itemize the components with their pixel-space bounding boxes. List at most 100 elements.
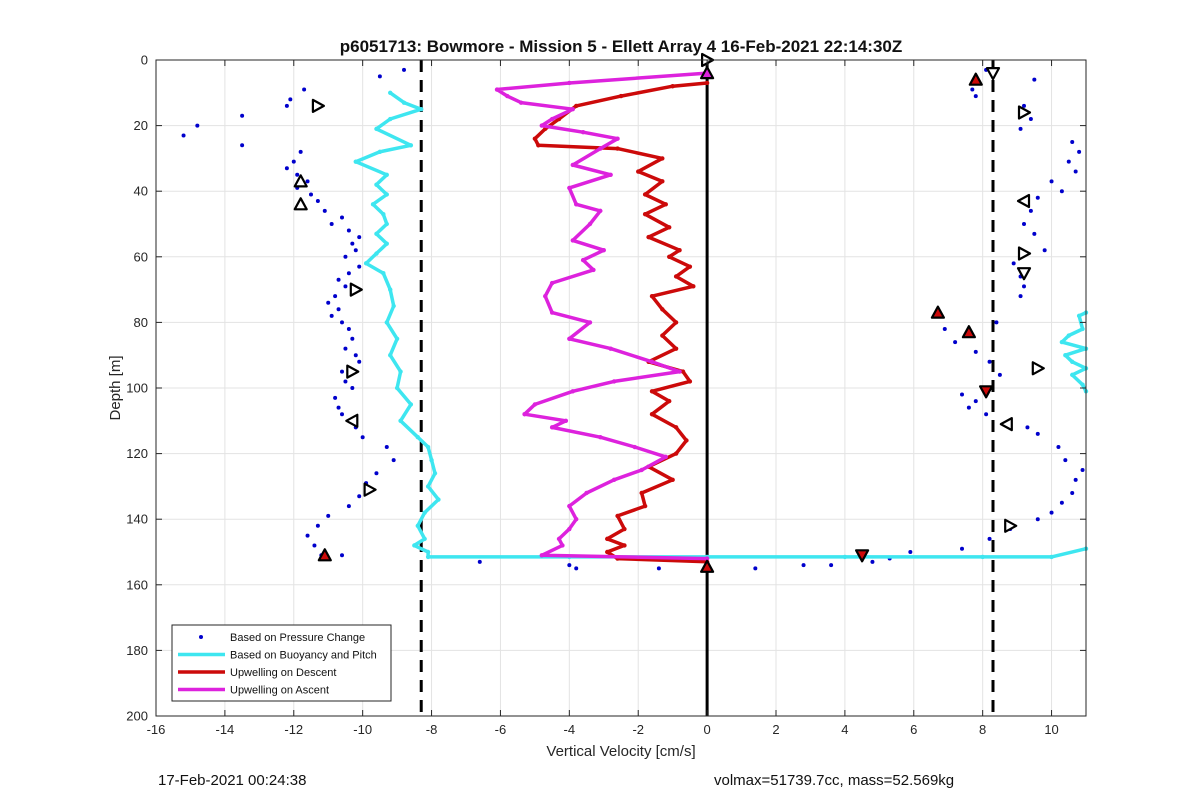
y-tick-label: 120 [126,446,148,461]
footer-timestamp: 17-Feb-2021 00:24:38 [158,772,307,789]
pressure-point [1022,284,1026,289]
y-tick-label: 0 [141,53,148,68]
triangle-marker [349,282,363,297]
series-vertex [422,510,427,515]
pressure-point [1066,159,1071,164]
series-vertex [570,389,575,394]
series-path [533,81,709,567]
series-vertex [1059,339,1065,345]
x-tick-label: 0 [703,722,710,737]
series-vertex [639,467,644,473]
series-vertex [425,549,431,555]
series-vertex [649,389,655,394]
series-vertex [415,435,420,440]
pressure-point [333,294,338,299]
pressure-point [357,235,362,240]
triangle-marker [346,364,360,379]
series-vertex [574,517,579,522]
series-vertex [642,503,648,509]
series-vertex [560,543,565,548]
series-vertex [422,536,427,542]
series-vertex [611,379,617,384]
pressure-point [346,326,351,331]
pressure-point [343,346,348,351]
pressure-point [346,228,351,233]
series-vertex [381,271,386,276]
pressure-point [1022,103,1026,108]
pressure-point [343,254,348,259]
pressure-point [1073,477,1078,482]
triangle-marker [999,417,1013,432]
series-vertex [660,307,665,312]
pressure-point [1070,140,1075,144]
series-vertex [704,80,710,86]
pressure-point [942,326,947,331]
series-vertex [580,129,586,135]
pressure-point [353,353,358,358]
x-tick-label: -16 [147,722,166,737]
chart-title: p6051713: Bowmore - Mission 5 - Ellett A… [340,37,903,56]
x-tick-label: 10 [1044,722,1058,737]
series-vertex [1070,359,1075,364]
y-tick-label: 60 [134,249,148,264]
series-vertex [419,107,424,112]
y-tick-label: 200 [126,709,148,724]
pressure-point [240,143,245,148]
series-vertex [415,523,420,528]
pressure-point [402,67,406,72]
series-vertex [374,182,379,187]
series-vertex [522,412,527,417]
series-vertex [408,143,414,148]
series-vertex [632,444,637,450]
pressure-point [567,563,572,568]
series-vertex [401,100,407,105]
triangle-marker [930,305,946,319]
series-vertex [673,346,679,351]
series-vertex [611,477,617,483]
series-vertex [598,435,603,440]
legend-label: Upwelling on Descent [230,667,336,679]
triangle-marker [317,548,332,562]
pressure-point [1035,431,1040,436]
pressure-point [305,533,310,538]
series-vertex [673,320,679,325]
pressure-point [350,241,355,246]
series-line [494,70,710,561]
series-vertex [598,208,603,214]
series-vertex [687,379,693,384]
pressure-point [340,215,344,220]
pressure-point [987,536,992,541]
pressure-point [360,435,365,440]
series-vertex [673,425,679,430]
series-vertex [556,536,562,542]
triangle-marker [1016,267,1032,281]
pressure-point [315,199,320,204]
legend: Based on Pressure Change Based on Buoyanc… [171,624,392,702]
pressure-point [374,471,379,476]
triangle-markers [293,52,1045,573]
pressure-point [240,113,245,118]
legend-label: Upwelling on Ascent [230,685,329,697]
pressure-point [284,166,289,171]
series-vertex [618,93,624,99]
series-vertex [574,202,579,207]
triangle-marker [699,65,715,80]
series-vertex [518,100,524,105]
pressure-point [970,87,975,92]
series-vertex [539,553,544,558]
series-vertex [680,369,686,374]
series-vertex [494,87,500,92]
pressure-point [284,103,289,108]
pressure-point [1073,169,1078,174]
series-vertex [646,234,651,240]
series-vertex [1070,372,1075,378]
series-vertex [591,267,596,273]
triangle-marker [854,549,870,563]
y-tick-label: 20 [134,118,148,133]
pressure-point [353,248,358,253]
series-vertex [363,261,369,266]
series-path [354,91,1087,559]
pressure-point [829,563,834,568]
data-series [181,67,1089,571]
pressure-point [973,94,978,99]
